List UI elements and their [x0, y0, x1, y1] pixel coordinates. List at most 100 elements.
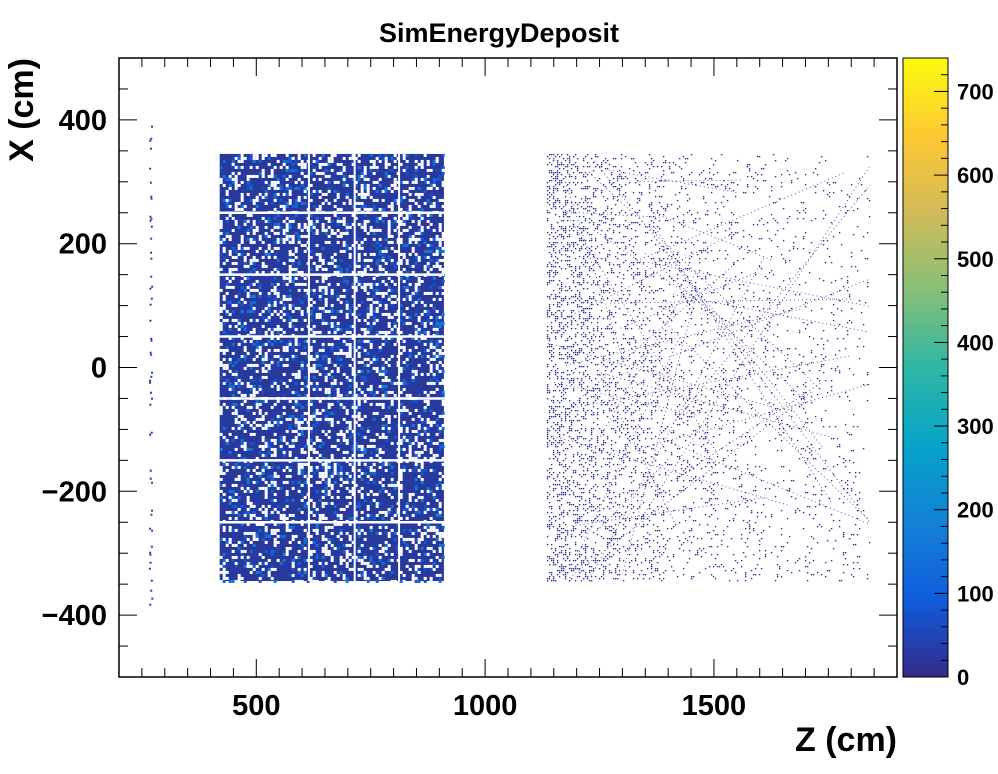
heatmap-cell — [572, 527, 575, 530]
heatmap-cell — [237, 342, 241, 346]
heatmap-cell — [592, 169, 595, 172]
heatmap-cell — [590, 449, 593, 452]
heatmap-cell — [560, 531, 563, 534]
heatmap-cell — [381, 405, 385, 409]
heatmap-cell — [588, 217, 591, 220]
heatmap-cell — [578, 483, 581, 486]
heatmap-cell — [327, 360, 331, 364]
heatmap-cell — [426, 402, 430, 406]
heatmap-cell — [438, 426, 442, 430]
heatmap-cell — [237, 540, 241, 544]
heatmap-cell — [566, 413, 569, 416]
heatmap-cell — [435, 417, 439, 421]
heatmap-cell — [562, 325, 565, 328]
heatmap-cell — [414, 336, 418, 340]
heatmap-cell — [231, 162, 235, 166]
heatmap-cell — [550, 293, 553, 296]
heatmap-cell — [429, 456, 433, 460]
heatmap-cell — [267, 363, 271, 367]
heatmap-cell — [261, 417, 265, 421]
heatmap-cell — [387, 429, 391, 433]
heatmap-cell — [303, 222, 307, 226]
heatmap-cell — [297, 240, 301, 244]
heatmap-cell — [261, 426, 265, 430]
heatmap-cell — [548, 523, 551, 526]
heatmap-cell — [333, 336, 337, 340]
heatmap-cell — [592, 411, 595, 414]
heatmap-cell — [246, 351, 250, 355]
heatmap-cell — [390, 327, 394, 331]
heatmap-cell — [586, 299, 589, 302]
heatmap-cell — [564, 175, 567, 178]
heatmap-cell — [548, 269, 551, 272]
heatmap-cell — [411, 540, 415, 544]
heatmap-cell — [387, 417, 391, 421]
heatmap-cell — [592, 389, 595, 392]
heatmap-cell — [279, 534, 283, 538]
heatmap-cell — [438, 177, 442, 181]
heatmap-cell — [240, 180, 244, 184]
heatmap-cell — [550, 359, 553, 362]
heatmap-cell — [556, 427, 559, 430]
heatmap-cell — [570, 227, 573, 230]
heatmap-cell — [330, 471, 334, 475]
heatmap-cell — [300, 414, 304, 418]
heatmap-cell — [222, 564, 226, 568]
heatmap-cell — [438, 477, 442, 481]
heatmap-cell — [228, 537, 232, 541]
heatmap-cell — [560, 569, 563, 572]
heatmap-cell — [556, 301, 559, 304]
heatmap-cell — [312, 366, 316, 370]
heatmap-cell — [348, 552, 352, 556]
heatmap-cell — [390, 207, 394, 211]
heatmap-cell — [300, 447, 304, 451]
heatmap-cell — [548, 575, 551, 578]
heatmap-cell — [590, 389, 593, 392]
heatmap-cell — [562, 527, 565, 530]
heatmap-cell — [387, 363, 391, 367]
heatmap-cell — [339, 507, 343, 511]
heatmap-cell — [303, 318, 307, 322]
heatmap-cell — [414, 537, 418, 541]
heatmap-cell — [363, 357, 367, 361]
heatmap-cell — [249, 549, 253, 553]
heatmap-cell — [372, 516, 376, 520]
heatmap-cell — [438, 315, 442, 319]
heatmap-cell — [309, 510, 313, 514]
heatmap-cell — [360, 282, 364, 286]
heatmap-cell — [582, 457, 585, 460]
heatmap-cell — [576, 505, 579, 508]
heatmap-cell — [351, 312, 355, 316]
heatmap-cell — [279, 516, 283, 520]
heatmap-cell — [267, 294, 271, 298]
heatmap-cell — [234, 207, 238, 211]
heatmap-cell — [548, 185, 551, 188]
heatmap-cell — [550, 343, 553, 346]
heatmap-cell — [354, 381, 358, 385]
heatmap-cell — [324, 276, 328, 280]
heatmap-cell — [309, 228, 313, 232]
heatmap-cell — [255, 336, 259, 340]
heatmap-cell — [291, 258, 295, 262]
heatmap-cell — [222, 321, 226, 325]
heatmap-cell — [309, 330, 313, 334]
heatmap-cell — [249, 426, 253, 430]
heatmap-cell — [586, 327, 589, 330]
heatmap-cell — [321, 465, 325, 469]
heatmap-cell — [261, 315, 265, 319]
heatmap-cell — [586, 365, 589, 368]
heatmap-cell — [408, 213, 412, 217]
heatmap-cell — [255, 456, 259, 460]
heatmap-cell — [246, 294, 250, 298]
heatmap-cell — [441, 321, 445, 325]
heatmap-cell — [564, 549, 567, 552]
heatmap-cell — [273, 276, 277, 280]
heatmap-cell — [249, 339, 253, 343]
heatmap-cell — [548, 297, 551, 300]
heatmap-cell — [264, 438, 268, 442]
heatmap-cell — [246, 486, 250, 490]
heatmap-cell — [345, 303, 349, 307]
heatmap-cell — [562, 327, 565, 330]
heatmap-cell — [576, 169, 579, 172]
heatmap-cell — [348, 351, 352, 355]
